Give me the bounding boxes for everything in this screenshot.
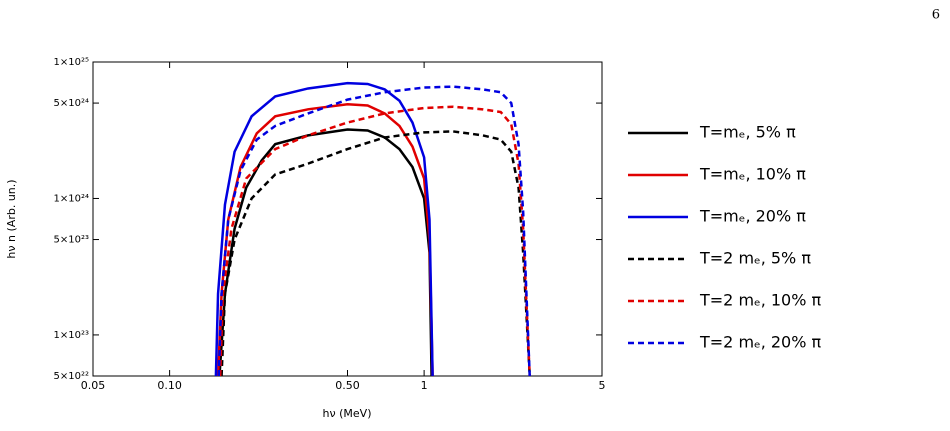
y-tick-label: 5×10²³ <box>54 235 89 246</box>
x-tick-label: 1 <box>421 379 428 392</box>
x-tick-label: 0.05 <box>81 379 106 392</box>
plot-area <box>214 81 531 376</box>
legend-label: T=2 mₑ, 10% π <box>699 291 822 310</box>
y-tick-label: 1×10²⁴ <box>54 193 89 204</box>
y-axis-label: hν n (Arb. un.) <box>5 179 18 258</box>
x-tick-label: 5 <box>599 379 606 392</box>
series-line <box>216 103 434 376</box>
legend-label: T=2 mₑ, 5% π <box>699 249 811 268</box>
legend-label: T=mₑ, 10% π <box>699 165 806 184</box>
y-tick-label: 1×10²⁵ <box>54 57 89 68</box>
x-axis-label: hν (MeV) <box>323 407 372 420</box>
series-line <box>218 105 531 376</box>
legend-label: T=2 mₑ, 20% π <box>699 333 822 352</box>
series-line <box>214 81 434 376</box>
y-tick-label: 1×10²³ <box>54 330 89 341</box>
y-tick-label: 5×10²² <box>54 371 89 382</box>
x-tick-label: 0.10 <box>157 379 182 392</box>
series-line <box>220 130 531 376</box>
page-number: 6 <box>932 8 940 23</box>
legend-label: T=mₑ, 20% π <box>699 207 806 226</box>
plot-frame <box>92 61 603 377</box>
series-line <box>217 85 531 376</box>
x-tick-label: 0.50 <box>335 379 360 392</box>
legend-label: T=mₑ, 5% π <box>699 123 796 142</box>
series-line <box>218 128 433 376</box>
y-tick-label: 5×10²⁴ <box>54 98 89 109</box>
